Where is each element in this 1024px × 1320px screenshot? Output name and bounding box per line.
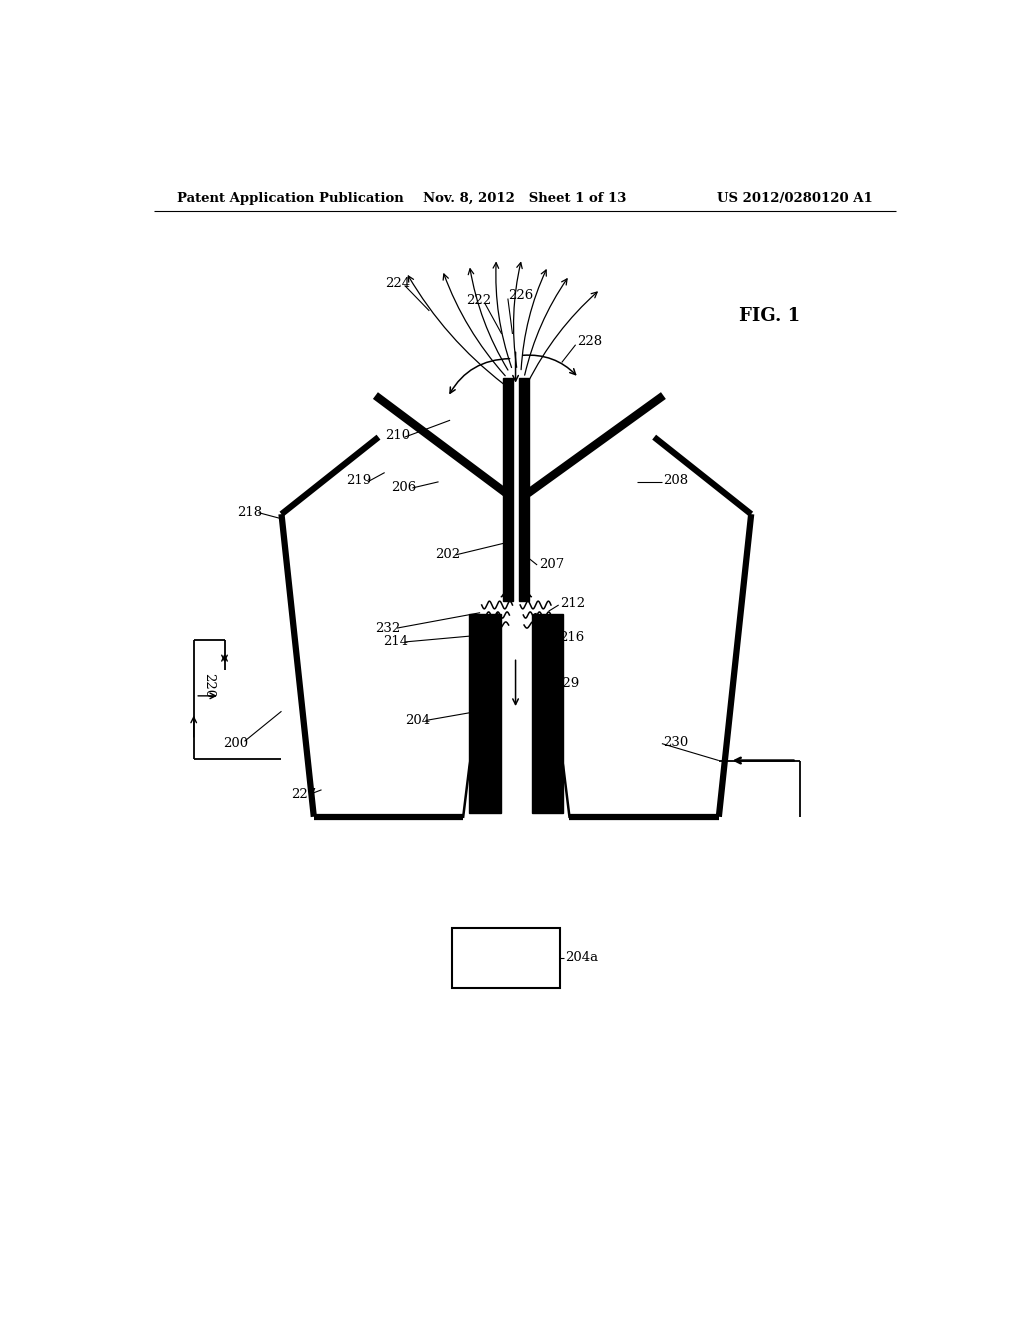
Text: 219: 219 [346, 474, 372, 487]
Bar [531, 614, 563, 813]
Text: 228: 228 [578, 335, 602, 348]
Text: 212: 212 [560, 597, 586, 610]
Text: 218: 218 [237, 506, 262, 519]
Text: 226: 226 [508, 289, 534, 302]
Text: 210: 210 [385, 429, 410, 442]
Text: 220: 220 [203, 673, 216, 698]
Text: 204a: 204a [565, 952, 599, 964]
Text: 208: 208 [664, 474, 688, 487]
Text: 222: 222 [466, 294, 492, 308]
Bar [503, 378, 513, 601]
Text: 202: 202 [435, 548, 460, 561]
Text: Patent Application Publication: Patent Application Publication [177, 191, 403, 205]
Text: 216: 216 [559, 631, 584, 644]
Text: 224: 224 [385, 277, 410, 289]
Text: 227: 227 [291, 788, 316, 801]
Text: 206: 206 [391, 482, 416, 495]
Text: 232: 232 [376, 622, 400, 635]
Text: 229: 229 [554, 677, 580, 690]
Bar [519, 378, 529, 601]
Bar [469, 614, 501, 813]
Text: FIG. 1: FIG. 1 [739, 308, 800, 325]
Text: 230: 230 [664, 735, 689, 748]
Text: 214: 214 [383, 635, 409, 648]
Text: 204: 204 [404, 714, 430, 727]
Text: US 2012/0280120 A1: US 2012/0280120 A1 [717, 191, 872, 205]
Text: 200: 200 [223, 737, 248, 750]
Text: Nov. 8, 2012   Sheet 1 of 13: Nov. 8, 2012 Sheet 1 of 13 [423, 191, 627, 205]
Bar [453, 928, 560, 989]
Text: 207: 207 [539, 558, 564, 572]
